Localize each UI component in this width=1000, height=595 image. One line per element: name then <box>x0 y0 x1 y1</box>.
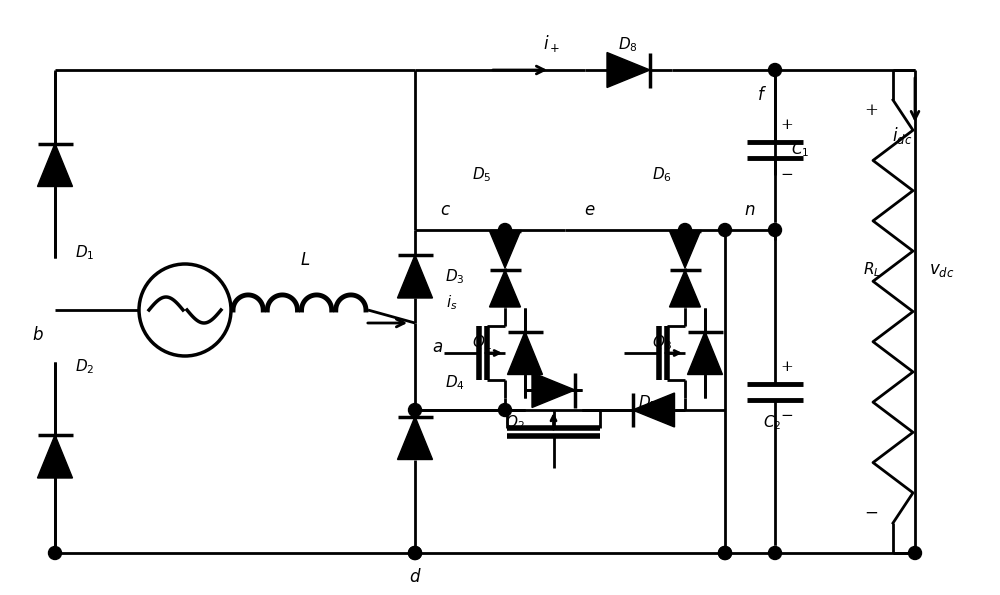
Polygon shape <box>532 372 575 408</box>
Text: $C_1$: $C_1$ <box>791 140 809 159</box>
Text: −: − <box>781 168 793 182</box>
Polygon shape <box>398 416 433 459</box>
Text: $D_4$: $D_4$ <box>445 374 465 392</box>
Circle shape <box>498 403 512 416</box>
Text: $R_L$: $R_L$ <box>863 261 881 279</box>
Polygon shape <box>633 393 674 427</box>
Text: $i_s$: $i_s$ <box>446 294 458 312</box>
Polygon shape <box>688 331 722 374</box>
Text: +: + <box>864 102 878 118</box>
Circle shape <box>718 224 732 236</box>
Text: $a$: $a$ <box>432 339 444 355</box>
Polygon shape <box>508 331 542 374</box>
Text: −: − <box>781 409 793 424</box>
Circle shape <box>718 546 732 559</box>
Polygon shape <box>38 435 73 478</box>
Polygon shape <box>670 231 700 268</box>
Circle shape <box>678 224 692 236</box>
Text: $c$: $c$ <box>440 202 450 218</box>
Text: $Q_2$: $Q_2$ <box>505 414 525 433</box>
Text: $n$: $n$ <box>744 202 756 218</box>
Circle shape <box>409 546 422 559</box>
Text: $e$: $e$ <box>584 202 596 218</box>
Text: $D_7$: $D_7$ <box>638 394 658 412</box>
Polygon shape <box>607 52 650 87</box>
Circle shape <box>409 546 422 559</box>
Text: $D_3$: $D_3$ <box>445 268 465 286</box>
Circle shape <box>718 546 732 559</box>
Text: $D_6$: $D_6$ <box>652 165 672 184</box>
Polygon shape <box>670 270 700 307</box>
Circle shape <box>498 224 512 236</box>
Text: $Q_3$: $Q_3$ <box>652 334 672 352</box>
Text: +: + <box>781 359 793 374</box>
Circle shape <box>768 546 782 559</box>
Text: $v_{dc}$: $v_{dc}$ <box>929 261 955 278</box>
Circle shape <box>768 224 782 236</box>
Text: $b$: $b$ <box>32 326 44 344</box>
Text: $D_8$: $D_8$ <box>618 36 638 54</box>
Polygon shape <box>490 270 520 307</box>
Polygon shape <box>398 255 433 298</box>
Text: $L$: $L$ <box>300 252 310 268</box>
Circle shape <box>768 64 782 77</box>
Text: −: − <box>864 505 878 521</box>
Text: $d$: $d$ <box>409 568 421 586</box>
Polygon shape <box>38 143 73 186</box>
Text: $f$: $f$ <box>757 86 767 104</box>
Text: $D_5$: $D_5$ <box>472 165 492 184</box>
Circle shape <box>908 546 922 559</box>
Text: $D_1$: $D_1$ <box>75 243 95 262</box>
Text: $Q_1$: $Q_1$ <box>472 334 492 352</box>
Text: $C_2$: $C_2$ <box>763 414 781 433</box>
Text: +: + <box>781 118 793 132</box>
Text: $i_{dc}$: $i_{dc}$ <box>892 124 912 146</box>
Polygon shape <box>490 231 520 268</box>
Text: $i_+$: $i_+$ <box>543 33 561 54</box>
Text: $D_2$: $D_2$ <box>75 358 95 377</box>
Circle shape <box>49 546 62 559</box>
Circle shape <box>409 403 422 416</box>
